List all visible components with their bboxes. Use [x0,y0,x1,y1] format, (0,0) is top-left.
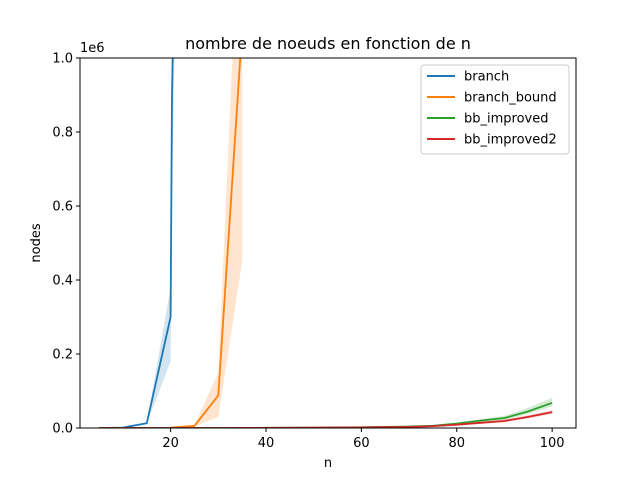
y-offset-text: 1e6 [80,41,105,56]
x-axis: 20 40 60 80 100 [162,428,565,451]
confidence-bands [99,58,553,428]
y-tick-label: 1.0 [52,52,73,67]
band-branch [99,58,175,428]
y-tick-label: 0.2 [52,348,73,363]
y-tick-label: 0.6 [52,200,73,215]
x-tick-label: 80 [448,436,465,451]
series-line-bb-improved [99,401,553,428]
legend: branch branch_bound bb_improved bb_improved… [420,64,570,155]
y-axis-label: nodes [29,223,44,262]
legend-label-branch-bound: branch_bound [464,91,557,106]
legend-label-branch: branch [464,70,509,85]
plot-frame [79,57,577,429]
y-tick-label: 0.8 [52,126,73,141]
x-tick-label: 40 [258,436,275,451]
x-axis-label: n [324,456,332,471]
series-line-branch-bound [170,58,242,428]
x-tick-label: 60 [353,436,370,451]
series-line-bb-improved2 [99,411,553,428]
legend-label-bb-improved: bb_improved [464,112,549,127]
x-tick-label: 20 [162,436,179,451]
legend-label-bb-improved2: bb_improved2 [464,133,557,148]
y-tick-label: 0.4 [52,274,73,289]
x-tick-label: 100 [540,436,565,451]
y-tick-label: 0.0 [52,422,73,437]
y-axis: 0.0 0.2 0.4 0.6 0.8 1.0 [52,52,80,437]
band-branch-bound [170,58,243,428]
legend-box [420,64,570,155]
chart-title: nombre de noeuds en fonction de n [185,34,471,53]
